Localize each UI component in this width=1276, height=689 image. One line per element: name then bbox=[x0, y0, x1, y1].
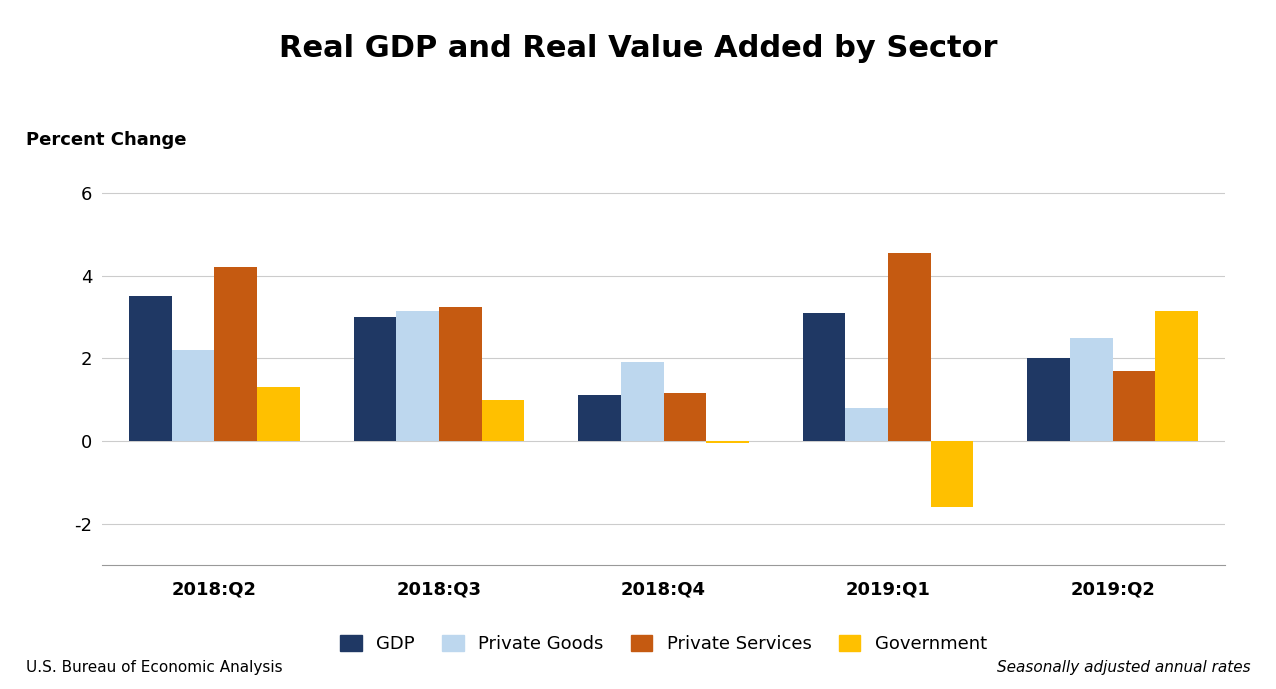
Bar bbox=[888, 253, 930, 441]
Bar bbox=[664, 393, 706, 441]
Bar bbox=[1071, 338, 1113, 441]
Bar bbox=[439, 307, 481, 441]
Bar bbox=[129, 296, 172, 441]
Bar bbox=[930, 441, 974, 507]
Bar bbox=[846, 408, 888, 441]
Bar bbox=[256, 387, 300, 441]
Bar bbox=[621, 362, 664, 441]
Bar bbox=[1027, 358, 1071, 441]
Bar bbox=[214, 267, 256, 441]
Bar bbox=[706, 441, 749, 443]
Bar bbox=[172, 350, 214, 441]
Bar bbox=[803, 313, 846, 441]
Bar bbox=[578, 395, 621, 441]
Legend: GDP, Private Goods, Private Services, Government: GDP, Private Goods, Private Services, Go… bbox=[333, 628, 994, 661]
Text: U.S. Bureau of Economic Analysis: U.S. Bureau of Economic Analysis bbox=[26, 660, 282, 675]
Text: Percent Change: Percent Change bbox=[26, 131, 186, 149]
Bar bbox=[1113, 371, 1155, 441]
Bar bbox=[353, 317, 397, 441]
Text: Real GDP and Real Value Added by Sector: Real GDP and Real Value Added by Sector bbox=[278, 34, 998, 63]
Bar bbox=[397, 311, 439, 441]
Bar bbox=[1155, 311, 1198, 441]
Bar bbox=[481, 400, 524, 441]
Text: Seasonally adjusted annual rates: Seasonally adjusted annual rates bbox=[997, 660, 1250, 675]
